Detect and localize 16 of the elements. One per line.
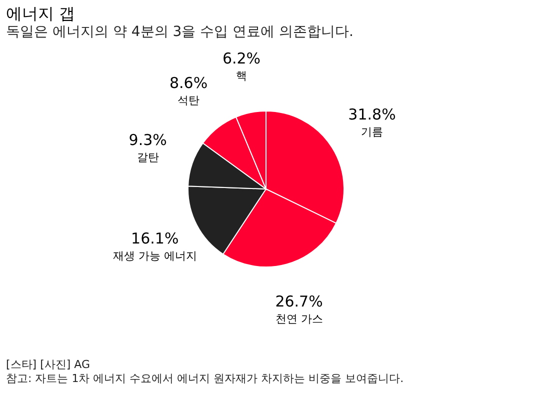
chart-title: 에너지 갭	[6, 4, 76, 23]
slice-label: 석탄	[178, 94, 200, 107]
data-label: 26.7%	[275, 292, 323, 311]
text: [스타] [사진] AG	[6, 358, 92, 372]
chart-subtitle: 독일은 에너지의 약 4분의 3을 수입 연료에 의존합니다.	[6, 24, 354, 40]
slice-label: 재생 가능 에너지	[112, 249, 197, 262]
slice-label: 핵	[236, 69, 247, 82]
data-label: 31.8%	[348, 106, 396, 124]
data-label: 9.3%	[128, 131, 167, 150]
text: 참고: 자트는 1차 에너지 수요에서 에너지 원자재가 차지하는 비중을 보여줍니다.	[6, 372, 404, 386]
slice-label: 기름	[361, 126, 383, 139]
data-label: 16.1%	[131, 229, 179, 248]
data-label: 6.2%	[222, 49, 261, 68]
slice-label: 천연 가스	[275, 312, 323, 326]
slice-label: 갈탄	[136, 151, 159, 164]
data-label: 8.6%	[169, 74, 208, 92]
